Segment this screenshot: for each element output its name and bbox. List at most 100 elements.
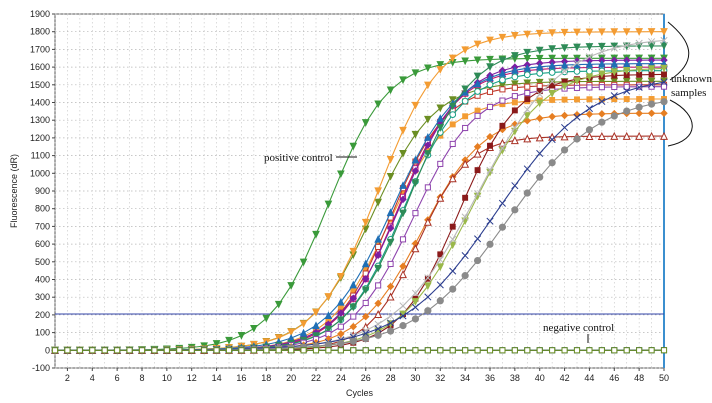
data-point [585, 132, 594, 141]
y-tick-label: 900 [35, 186, 50, 196]
data-point [660, 98, 668, 106]
data-point [461, 46, 469, 55]
data-point [424, 81, 432, 90]
data-point [474, 167, 481, 174]
data-point [250, 324, 258, 333]
x-tick-label: 14 [212, 373, 222, 383]
data-point [536, 90, 544, 98]
data-point [76, 347, 83, 354]
data-point [448, 174, 457, 183]
data-point [436, 61, 445, 69]
data-point [324, 325, 333, 334]
data-point [636, 96, 643, 102]
data-point [461, 97, 469, 105]
data-point [424, 64, 432, 73]
data-point [535, 54, 544, 63]
data-point [598, 42, 606, 51]
data-point [535, 133, 544, 142]
grid [54, 13, 665, 369]
x-axis-title: Cycles [346, 388, 374, 398]
data-point [461, 252, 469, 260]
data-point [151, 347, 158, 354]
data-point [585, 43, 594, 51]
data-point [548, 45, 556, 53]
data-point [101, 347, 108, 354]
data-point [660, 36, 668, 45]
y-tick-label: -100 [32, 363, 50, 373]
data-point [586, 67, 593, 75]
data-point [523, 165, 531, 173]
data-point [374, 310, 383, 319]
x-tick-label: 36 [485, 373, 495, 383]
data-point [648, 80, 656, 89]
data-point [573, 135, 581, 143]
x-tick-label: 20 [286, 373, 296, 383]
data-point [349, 303, 358, 312]
x-tick-label: 4 [90, 373, 95, 383]
data-point [349, 294, 358, 302]
data-point [362, 329, 370, 337]
data-point [337, 347, 344, 354]
data-point [660, 347, 668, 354]
data-point [387, 260, 394, 268]
data-point [610, 131, 619, 140]
axes: -100 0 100 200 300 400 500 600 700 800 900 1000 1100… [9, 9, 669, 398]
data-point [536, 347, 543, 354]
data-point [474, 88, 481, 95]
y-tick-label: 700 [35, 221, 50, 231]
data-point [560, 132, 569, 141]
data-point [350, 347, 357, 354]
data-point [349, 142, 358, 151]
data-point [561, 96, 568, 103]
data-point [635, 83, 643, 91]
data-point [511, 73, 519, 81]
x-tick-label: 10 [162, 373, 172, 383]
data-point [647, 109, 656, 118]
data-point [622, 77, 631, 86]
data-point [399, 126, 407, 135]
data-point [163, 347, 170, 354]
data-point [399, 181, 407, 189]
data-point [549, 96, 556, 103]
data-point [573, 68, 581, 75]
data-point [573, 113, 581, 121]
data-point [598, 110, 606, 118]
data-point [523, 71, 531, 79]
data-point [523, 79, 532, 88]
data-point [337, 272, 345, 281]
data-point [610, 28, 619, 36]
data-point [473, 40, 482, 49]
data-point [361, 275, 370, 283]
data-point [536, 149, 544, 157]
data-point [486, 133, 494, 141]
data-point [622, 67, 631, 75]
data-point [523, 48, 532, 57]
data-point [374, 251, 382, 260]
data-point [399, 195, 407, 204]
data-point [424, 307, 432, 315]
data-point [411, 101, 420, 110]
data-point [201, 347, 208, 354]
data-point [511, 84, 518, 91]
data-point [622, 131, 631, 140]
x-tick-label: 28 [386, 373, 396, 383]
data-point [523, 134, 532, 143]
data-point [436, 104, 445, 113]
data-point [473, 256, 482, 265]
data-point [486, 88, 494, 95]
x-tick-label: 38 [510, 373, 520, 383]
data-point [275, 347, 282, 354]
data-point [535, 99, 544, 108]
y-tick-label: 100 [35, 328, 50, 338]
data-point [573, 347, 581, 354]
data-point [597, 131, 606, 140]
data-point [660, 78, 668, 86]
unknown-samples-bracket [667, 21, 693, 147]
data-point [635, 65, 643, 74]
data-point [411, 303, 419, 311]
y-tick-label: 1400 [30, 98, 50, 108]
data-point [462, 347, 469, 354]
data-point [299, 258, 308, 267]
data-point [437, 160, 444, 167]
data-point [647, 42, 656, 51]
